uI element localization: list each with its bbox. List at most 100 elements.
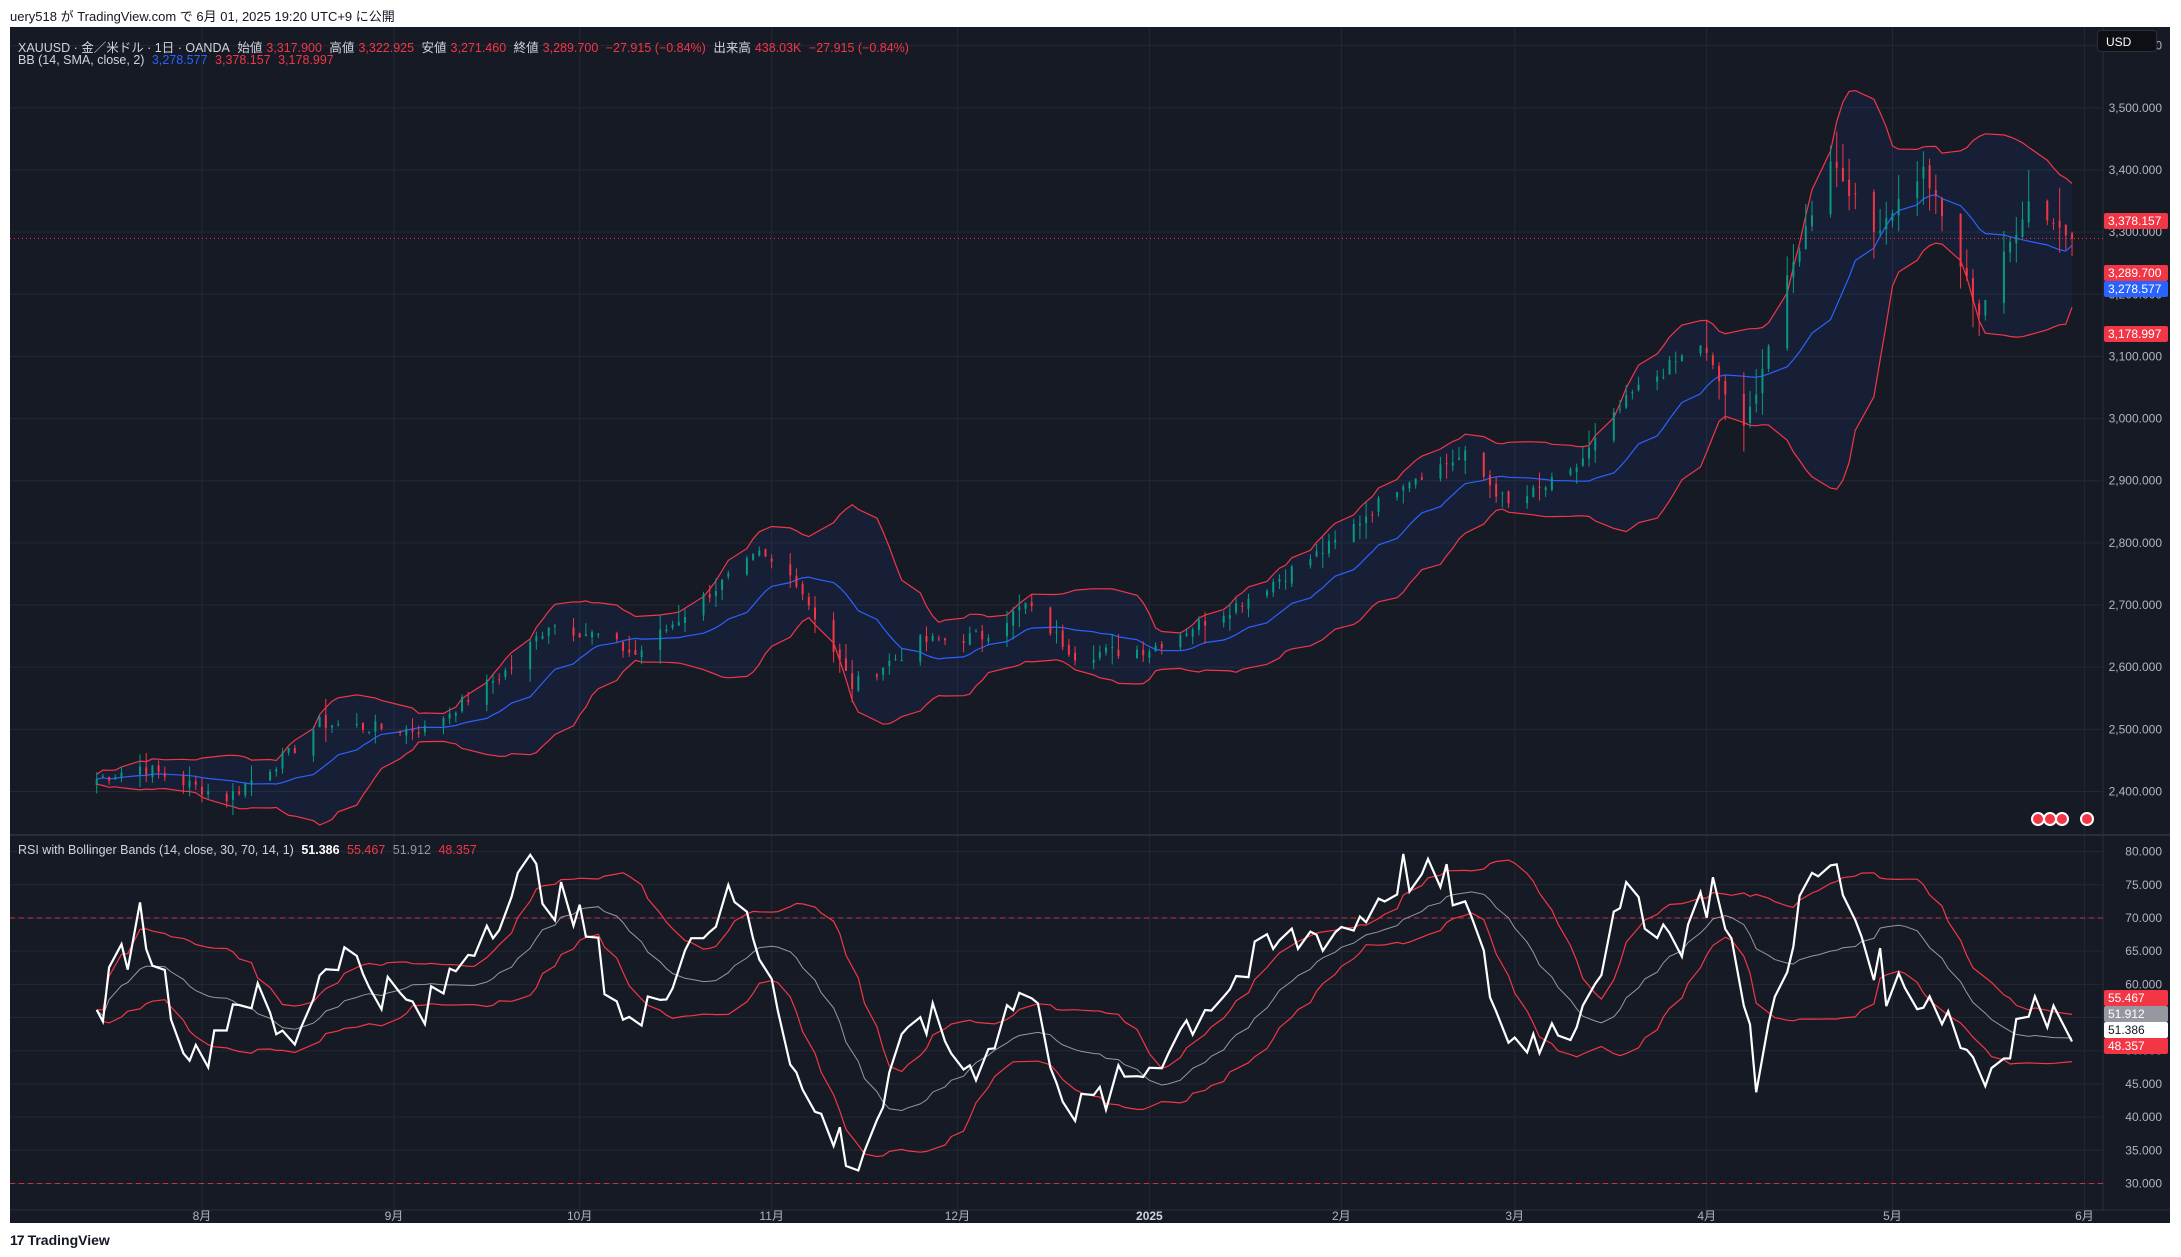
candle-body	[795, 575, 798, 587]
chart-area[interactable]: 8月 9月 10月 11月 12月 2025 2月 3月 4月 5月 6月 2,400.000 2,50…	[10, 27, 2170, 1223]
low-label: 安値	[421, 41, 447, 55]
candle-body	[745, 558, 748, 575]
candle-body	[591, 632, 594, 638]
candle-body	[640, 650, 643, 658]
candle-body	[2009, 242, 2012, 253]
candle-body	[919, 635, 922, 662]
candle-body	[225, 793, 228, 802]
chart-canvas[interactable]: 8月 9月 10月 11月 12月 2025 2月 3月 4月 5月 6月 2,400.000 2,50…	[10, 27, 2170, 1223]
candle-body	[752, 554, 755, 560]
candle-body	[318, 716, 321, 728]
us-flag-icon[interactable]	[2080, 812, 2094, 826]
price-axis-label: 3,000.000	[2109, 412, 2163, 426]
close-value: 3,289.700	[542, 41, 599, 55]
candle-body	[510, 667, 513, 669]
candle-body	[2046, 200, 2049, 221]
footer-brand[interactable]: TradingView	[27, 1232, 110, 1248]
candle-body	[101, 776, 104, 778]
candle-body	[1092, 659, 1095, 663]
rsi-label[interactable]: RSI with Bollinger Bands (14, close, 30,…	[18, 843, 294, 857]
candle-body	[1680, 355, 1683, 361]
candle-body	[1439, 464, 1442, 479]
candle-body	[1278, 579, 1281, 582]
candle-body	[1885, 218, 1888, 230]
candle-body	[1377, 498, 1380, 512]
candle-body	[2058, 220, 2061, 228]
price-tag-close: 3,289.700	[2104, 265, 2168, 281]
candle-body	[1804, 226, 1807, 250]
candle-body	[1445, 463, 1448, 465]
bb-upper-value: 3,378.157	[215, 53, 271, 67]
candle-body	[1724, 381, 1727, 395]
candle-body	[1835, 161, 1838, 168]
x-tick-label: 12月	[945, 1209, 970, 1223]
rsi-line	[95, 852, 2073, 1172]
candle-body	[944, 638, 947, 641]
candle-body	[1854, 193, 1857, 195]
candle-body	[2027, 201, 2030, 223]
candle-body	[2064, 224, 2067, 236]
candle-body	[1959, 213, 1962, 267]
candle-body	[1235, 603, 1238, 613]
candle-body	[1891, 213, 1894, 221]
candle-body	[1897, 198, 1900, 216]
candle-body	[1402, 486, 1405, 491]
candle-body	[851, 673, 854, 690]
symbol-label[interactable]: XAUUSD · 金／米ドル · 1日 · OANDA	[18, 41, 230, 55]
candle-body	[417, 732, 420, 735]
candle-body	[287, 747, 290, 753]
candle-body	[659, 629, 662, 650]
candle-body	[838, 649, 841, 660]
candle-body	[1662, 376, 1665, 378]
x-tick-label: 2025	[1136, 1209, 1163, 1223]
rsi-legend: RSI with Bollinger Bands (14, close, 30,…	[18, 843, 481, 857]
candle-body	[120, 772, 123, 779]
x-tick-label: 3月	[1505, 1209, 1524, 1223]
candle-body	[665, 629, 668, 632]
candle-body	[1984, 300, 1987, 316]
high-label: 高値	[329, 41, 355, 55]
candle-body	[1711, 355, 1714, 365]
publish-info: uery518 が TradingView.com で 6月 01, 2025 …	[10, 9, 395, 24]
x-tick-label: 9月	[385, 1209, 404, 1223]
bb-legend: BB (14, SMA, close, 2) 3,278.577 3,378.1…	[18, 53, 338, 67]
rsi-axis-label: 35.000	[2125, 1143, 2162, 1157]
candle-body	[1879, 230, 1882, 233]
price-axis-label: 2,700.000	[2109, 598, 2163, 612]
candle-body	[331, 725, 333, 728]
candle-body	[535, 636, 538, 642]
currency-button[interactable]: USD	[2097, 30, 2157, 52]
candle-body	[1569, 469, 1572, 475]
candle-body	[151, 765, 154, 778]
candle-body	[1705, 347, 1708, 353]
candle-body	[324, 714, 327, 728]
candle-body	[1451, 462, 1454, 466]
candle-body	[1420, 477, 1423, 480]
candle-body	[857, 675, 860, 691]
candle-body	[1612, 412, 1615, 441]
candle-body	[721, 579, 724, 590]
x-tick-label: 2月	[1332, 1209, 1351, 1223]
candle-body	[900, 659, 903, 662]
bb-label[interactable]: BB (14, SMA, close, 2)	[18, 53, 145, 67]
x-tick-label: 4月	[1697, 1209, 1716, 1223]
candle-body	[981, 630, 984, 640]
volume-value: 438.03K	[754, 41, 802, 55]
candle-body	[634, 650, 637, 655]
candle-body	[504, 670, 507, 677]
candle-body	[1018, 606, 1021, 611]
rsi-lower-band	[96, 912, 2073, 1158]
candle-body	[275, 769, 278, 772]
candle-body	[411, 728, 414, 732]
candle-body	[2021, 219, 2024, 238]
us-flag-icon[interactable]	[2055, 812, 2069, 826]
candle-body	[1179, 634, 1182, 648]
candle-body	[888, 660, 891, 667]
candle-body	[95, 779, 98, 786]
candle-body	[572, 627, 575, 636]
candle-body	[442, 718, 445, 726]
price-axis-label: 2,500.000	[2109, 722, 2163, 736]
candle-body	[194, 781, 197, 785]
high-value: 3,322.925	[358, 41, 415, 55]
candle-body	[1674, 361, 1677, 363]
